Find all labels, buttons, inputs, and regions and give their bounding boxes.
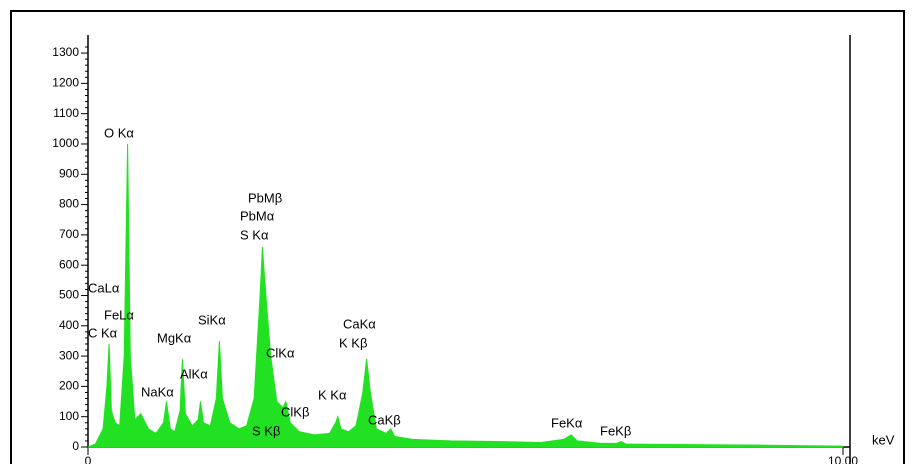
y-tick-label: 700: [59, 227, 79, 241]
peak-label: CaKα: [343, 316, 376, 331]
y-tick-label: 1200: [52, 76, 79, 90]
peak-label: PbMα: [240, 208, 275, 223]
peak-label: S Kβ: [252, 423, 280, 438]
peak-label: FeLα: [104, 307, 134, 322]
peak-label: PbMβ: [248, 190, 282, 205]
y-tick-label: 800: [59, 197, 79, 211]
peak-label: AlKα: [180, 366, 208, 381]
peak-label: ClKα: [266, 345, 295, 360]
y-tick-label: 300: [59, 348, 79, 362]
peak-label: K Kβ: [339, 335, 367, 350]
spectrum-area: [87, 143, 844, 448]
x-tick-label: 0: [85, 454, 92, 464]
y-tick-label: 900: [59, 166, 79, 180]
peak-label: FeKα: [551, 415, 583, 430]
peak-label: NaKα: [141, 384, 174, 399]
peak-label: K Kα: [318, 387, 347, 402]
peak-label: SiKα: [198, 312, 226, 327]
peak-label: O Kα: [104, 125, 134, 140]
y-tick-label: 200: [59, 379, 79, 393]
peak-label: C Kα: [88, 325, 118, 340]
y-tick-label: 500: [59, 288, 79, 302]
x-axis-label: keV: [872, 432, 895, 447]
x-tick-label: 10.00: [828, 454, 858, 464]
y-tick-label: 1300: [52, 45, 79, 59]
peak-label: CaLα: [88, 280, 120, 295]
y-tick-label: 600: [59, 257, 79, 271]
peak-label: ClKβ: [281, 404, 309, 419]
frame: [10, 10, 905, 464]
y-tick-label: 1100: [53, 106, 79, 120]
y-tick-label: 100: [59, 409, 79, 423]
peak-label: FeKβ: [600, 423, 631, 438]
y-tick-label: 400: [59, 318, 79, 332]
peak-label: MgKα: [157, 330, 192, 345]
y-tick-label: 0: [72, 439, 79, 453]
y-tick-label: 1000: [52, 136, 79, 150]
peak-label: CaKβ: [368, 412, 401, 427]
peak-label: S Kα: [240, 227, 269, 242]
